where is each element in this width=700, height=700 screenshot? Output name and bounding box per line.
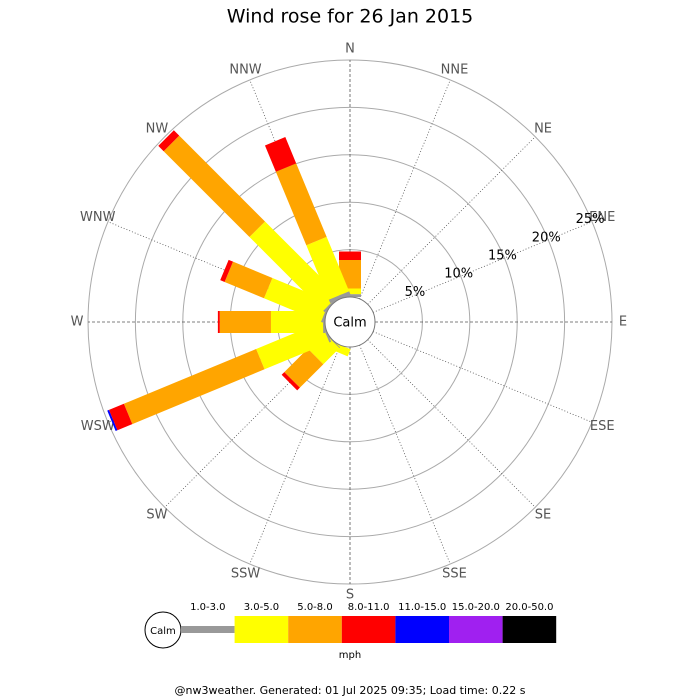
legend-swatch <box>395 616 449 643</box>
direction-label: NW <box>146 121 169 136</box>
chart-title: Wind rose for 26 Jan 2015 <box>227 6 474 28</box>
ring-label: 20% <box>532 230 561 245</box>
direction-label: SSW <box>231 567 261 582</box>
spoke <box>367 339 536 508</box>
spoke <box>359 344 451 565</box>
legend-label: 20.0-50.0 <box>505 602 553 613</box>
bar-segment <box>163 135 266 238</box>
footer: @nw3weather. Generated: 01 Jul 2025 09:3… <box>175 684 526 697</box>
ring-label: 10% <box>444 267 473 282</box>
bar-segment <box>281 372 300 391</box>
bar-segment <box>284 348 324 388</box>
bar-segment <box>107 409 118 431</box>
legend-label: 5.0-8.0 <box>297 602 332 613</box>
legend-swatch <box>288 616 342 643</box>
ring <box>134 106 566 538</box>
direction-label: WSW <box>81 419 115 434</box>
spoke <box>372 221 593 313</box>
direction-label: SW <box>146 508 167 523</box>
bar-segment <box>158 130 180 152</box>
bar-segment <box>307 332 340 365</box>
legend-label: 8.0-11.0 <box>348 602 390 613</box>
bar-segment <box>249 221 339 311</box>
direction-label: NNE <box>441 62 469 77</box>
bar-segment <box>339 251 361 261</box>
direction-label: NNW <box>229 62 261 77</box>
direction-label: SE <box>535 508 551 523</box>
ring-label: 15% <box>488 249 517 264</box>
direction-label: ENE <box>589 210 615 225</box>
spoke <box>372 331 593 423</box>
spoke <box>249 344 341 565</box>
bar-segment <box>123 348 265 425</box>
legend-swatch <box>181 626 235 633</box>
direction-label: ESE <box>590 419 615 434</box>
direction-label: S <box>346 588 354 603</box>
bar-segment <box>108 403 133 431</box>
legend-label: 1.0-3.0 <box>190 602 225 613</box>
spoke <box>359 79 451 300</box>
legend-swatch <box>341 616 396 643</box>
direction-label: WNW <box>80 210 116 225</box>
legend-label: 11.0-15.0 <box>398 602 446 613</box>
unit-label: mph <box>339 650 361 661</box>
ring-label: 5% <box>405 285 426 300</box>
legend-calm-label: Calm <box>150 626 176 637</box>
direction-label: N <box>345 42 355 57</box>
calm-label: Calm <box>333 316 366 331</box>
bar-segment <box>264 277 330 322</box>
ring-label: 25% <box>576 212 605 227</box>
legend-swatch <box>449 616 503 643</box>
bar-segment <box>328 291 351 304</box>
bar-segment <box>264 137 297 172</box>
direction-label: W <box>71 315 84 330</box>
legend-label: 15.0-20.0 <box>452 602 500 613</box>
calm-circle <box>324 296 376 348</box>
bar-segment <box>224 261 273 299</box>
legend-swatch <box>234 616 289 643</box>
spoke <box>367 136 536 305</box>
legend-swatch <box>502 616 557 643</box>
bar-segment <box>220 259 234 282</box>
legend-label: 3.0-5.0 <box>244 602 279 613</box>
bar-segment <box>217 311 220 333</box>
bar-segment <box>219 311 271 333</box>
direction-label: NE <box>534 121 552 136</box>
bar-segment <box>306 236 350 300</box>
direction-label: SSE <box>442 567 467 582</box>
bar-segment <box>256 322 330 370</box>
bar-segment <box>275 163 327 246</box>
direction-label: E <box>619 315 627 330</box>
